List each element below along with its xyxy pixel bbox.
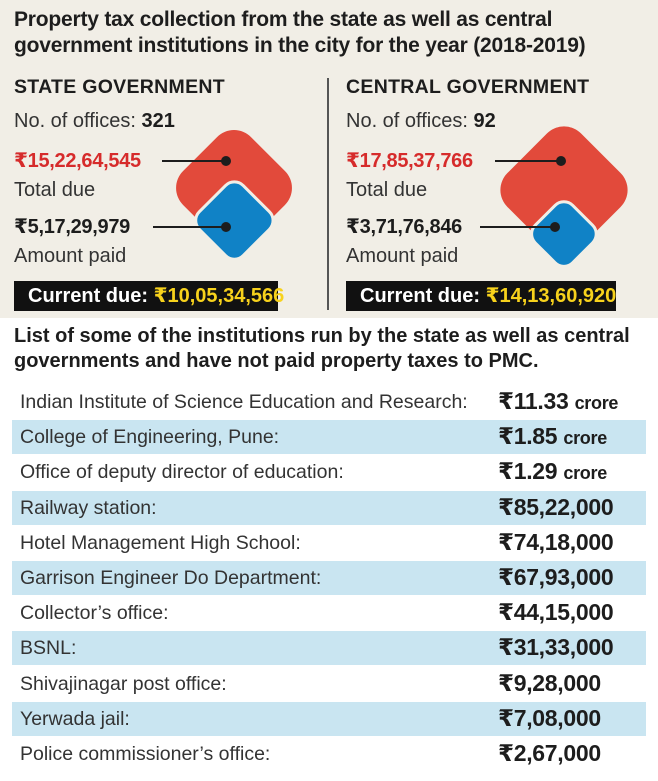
current-due-value: ₹10,05,34,566 bbox=[153, 285, 285, 307]
amount-paid-label: Amount paid bbox=[346, 245, 459, 267]
unpaid-amount: ₹67,93,000 bbox=[498, 563, 614, 591]
amount-unit: crore bbox=[563, 428, 607, 449]
offices-label: No. of offices: bbox=[14, 110, 136, 132]
amount-unit: crore bbox=[574, 393, 619, 413]
institution-name: Yerwada jail: bbox=[20, 707, 130, 730]
amount-paid-value: ₹5,17,29,979 bbox=[14, 216, 130, 238]
summary-section: Property tax collection from the state a… bbox=[0, 0, 658, 318]
current-due-label: Current due: bbox=[28, 285, 148, 307]
unpaid-amount: ₹74,18,000 bbox=[498, 528, 614, 556]
total-due-dot bbox=[221, 156, 231, 166]
total-due-leader bbox=[495, 160, 559, 162]
amount-value: ₹7,08,000 bbox=[498, 704, 601, 731]
amount-paid-dot bbox=[221, 222, 231, 232]
table-row: Indian Institute of Science Education an… bbox=[12, 385, 646, 419]
total-due-value: ₹15,22,64,545 bbox=[14, 150, 141, 172]
state-government-panel: STATE GOVERNMENT No. of offices: 321 ₹15… bbox=[0, 0, 329, 318]
table-row: Railway station: ₹85,22,000 bbox=[12, 490, 646, 525]
unpaid-amount: ₹1.29 crore bbox=[498, 458, 607, 485]
panel-title: CENTRAL GOVERNMENT bbox=[346, 76, 590, 98]
offices-label: No. of offices: bbox=[346, 110, 468, 132]
amount-unit: crore bbox=[563, 463, 607, 484]
table-row: College of Engineering, Pune: ₹1.85 cror… bbox=[12, 420, 646, 455]
amount-value: ₹44,15,000 bbox=[498, 599, 614, 626]
table-row: Shivajinagar post office: ₹9,28,000 bbox=[12, 667, 646, 701]
institution-name: Police commissioner’s office: bbox=[20, 742, 271, 765]
table-row: Office of deputy director of education: … bbox=[12, 455, 646, 489]
unpaid-amount: ₹9,28,000 bbox=[498, 670, 601, 697]
current-due-bar: Current due: ₹14,13,60,920 bbox=[346, 281, 616, 311]
total-due-label: Total due bbox=[14, 179, 96, 201]
amount-value: ₹1.29 bbox=[498, 458, 558, 485]
institution-name: Indian Institute of Science Education an… bbox=[20, 391, 468, 413]
amount-value: ₹85,22,000 bbox=[498, 493, 614, 520]
institution-name: BSNL: bbox=[20, 637, 77, 660]
institution-name: Shivajinagar post office: bbox=[20, 672, 227, 695]
amount-value: ₹9,28,000 bbox=[498, 669, 601, 696]
central-government-panel: CENTRAL GOVERNMENT No. of offices: 92 ₹1… bbox=[329, 0, 658, 318]
institutions-table: Indian Institute of Science Education an… bbox=[12, 385, 646, 772]
total-due-value: ₹17,85,37,766 bbox=[346, 150, 473, 172]
amount-value: ₹2,67,000 bbox=[498, 739, 601, 766]
table-row: Yerwada jail: ₹7,08,000 bbox=[12, 701, 646, 736]
table-row: BSNL: ₹31,33,000 bbox=[12, 631, 646, 666]
offices-count: No. of offices: 92 bbox=[346, 110, 496, 133]
current-due-label: Current due: bbox=[360, 285, 480, 307]
institution-name: Railway station: bbox=[20, 496, 157, 519]
offices-count: No. of offices: 321 bbox=[14, 110, 175, 133]
amount-paid-label: Amount paid bbox=[14, 245, 127, 267]
institution-name: College of Engineering, Pune: bbox=[20, 426, 280, 449]
institution-name: Collector’s office: bbox=[20, 602, 169, 625]
unpaid-amount: ₹85,22,000 bbox=[498, 493, 614, 521]
current-due-bar: Current due: ₹10,05,34,566 bbox=[14, 281, 284, 311]
amount-value: ₹1.85 bbox=[498, 423, 558, 450]
table-row: Police commissioner’s office: ₹2,67,000 bbox=[12, 737, 646, 771]
unpaid-amount: ₹11.33 crore bbox=[498, 388, 618, 415]
institution-name: Garrison Engineer Do Department: bbox=[20, 566, 322, 589]
amount-value: ₹67,93,000 bbox=[498, 563, 614, 590]
total-due-label: Total due bbox=[346, 179, 428, 201]
offices-value: 321 bbox=[141, 110, 175, 132]
table-row: Collector’s office: ₹44,15,000 bbox=[12, 596, 646, 630]
table-row: Hotel Management High School: ₹74,18,000 bbox=[12, 526, 646, 560]
unpaid-amount: ₹7,08,000 bbox=[498, 705, 601, 732]
total-due-dot bbox=[556, 156, 566, 166]
amount-paid-leader bbox=[480, 226, 553, 228]
offices-value: 92 bbox=[473, 110, 496, 132]
panel-divider bbox=[327, 78, 329, 310]
table-row: Garrison Engineer Do Department: ₹67,93,… bbox=[12, 560, 646, 595]
amount-value: ₹31,33,000 bbox=[498, 634, 614, 661]
institutions-list-title: List of some of the institutions run by … bbox=[14, 325, 630, 372]
amount-paid-value: ₹3,71,76,846 bbox=[346, 216, 462, 238]
panel-title: STATE GOVERNMENT bbox=[14, 76, 225, 98]
headline: Property tax collection from the state a… bbox=[14, 8, 586, 57]
current-due-value: ₹14,13,60,920 bbox=[485, 285, 617, 307]
unpaid-amount: ₹44,15,000 bbox=[498, 599, 614, 626]
amount-value: ₹74,18,000 bbox=[498, 528, 614, 555]
unpaid-amount: ₹2,67,000 bbox=[498, 740, 601, 767]
unpaid-amount: ₹1.85 crore bbox=[498, 423, 607, 450]
amount-value: ₹11.33 bbox=[498, 388, 569, 414]
amount-paid-leader bbox=[153, 226, 224, 228]
amount-paid-dot bbox=[550, 222, 560, 232]
institution-name: Hotel Management High School: bbox=[20, 531, 301, 554]
institution-name: Office of deputy director of education: bbox=[20, 461, 344, 484]
total-due-leader bbox=[162, 160, 224, 162]
unpaid-amount: ₹31,33,000 bbox=[498, 634, 614, 661]
